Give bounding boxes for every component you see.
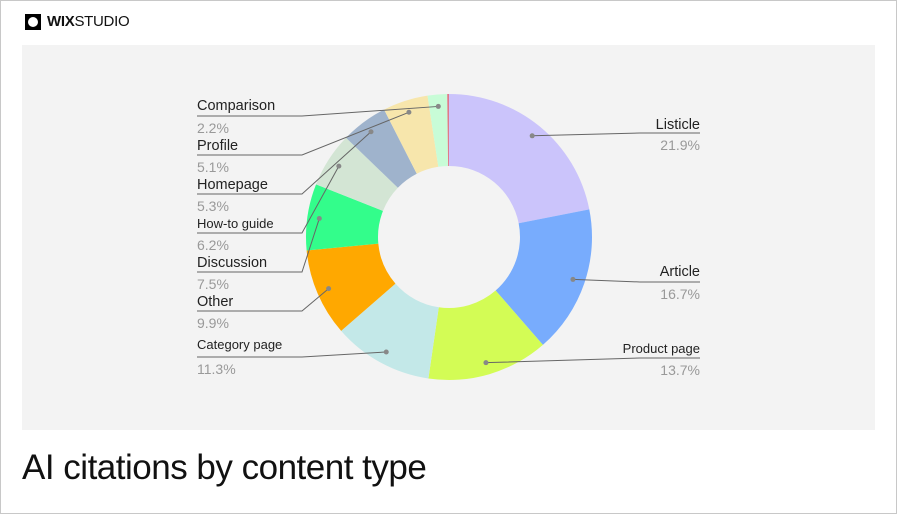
slice-value: 11.3% (197, 361, 236, 377)
leader-line (197, 218, 320, 273)
slice-listicle (449, 94, 590, 224)
logo-light: STUDIO (74, 13, 130, 30)
slice-value: 5.3% (197, 198, 229, 214)
slice-value: 16.7% (660, 286, 700, 302)
slice-how-to-guide (316, 137, 398, 211)
leader-dot (529, 133, 535, 139)
leader-dot (326, 286, 332, 292)
leader-dot (336, 163, 342, 169)
slice-value: 6.2% (197, 237, 229, 253)
leader-dot (316, 216, 322, 222)
slice-label: Homepage (197, 177, 268, 193)
slice-label: Comparison (197, 98, 275, 114)
wix-studio-logo: WIXSTUDIO (25, 13, 130, 30)
leader-dot (368, 129, 374, 135)
slice-homepage (345, 109, 417, 188)
slice-label: Discussion (197, 255, 267, 271)
leader-line (197, 165, 340, 234)
page-title: AI citations by content type (22, 448, 427, 487)
slice-label: How-to guide (197, 216, 274, 231)
leader-line (197, 351, 387, 358)
leader-line (197, 105, 439, 117)
leader-dot (435, 103, 441, 109)
leader-dot (483, 360, 489, 366)
slice-value: 9.9% (197, 315, 229, 331)
leader-dot (570, 276, 576, 282)
leader-line (485, 357, 700, 364)
slice-remainder (447, 94, 449, 167)
slice-discussion (306, 184, 383, 251)
slice-label: Product page (623, 341, 700, 356)
slice-value: 13.7% (660, 362, 700, 378)
slice-value: 5.1% (197, 159, 229, 175)
leader-line (197, 111, 410, 156)
leader-line (532, 132, 700, 137)
slice-label: Article (660, 264, 700, 280)
slice-label: Listicle (656, 117, 700, 133)
leader-dot (383, 349, 389, 355)
slice-value: 2.2% (197, 120, 229, 136)
slice-label: Other (197, 294, 233, 310)
leader-line (197, 131, 372, 195)
logo-mark-icon (25, 13, 41, 30)
slice-label: Category page (197, 337, 282, 352)
slice-category-page (341, 283, 439, 379)
logo-bold: WIX (47, 13, 75, 30)
leader-line (197, 288, 329, 312)
slice-other (306, 243, 396, 331)
leader-dot (406, 109, 412, 115)
slice-comparison (427, 94, 449, 167)
slice-label: Profile (197, 138, 238, 154)
slice-article (495, 209, 592, 345)
slice-value: 21.9% (660, 137, 700, 153)
slice-product-page (428, 290, 543, 380)
slice-profile (384, 95, 439, 174)
leader-line (572, 278, 700, 283)
slice-value: 7.5% (197, 276, 229, 292)
